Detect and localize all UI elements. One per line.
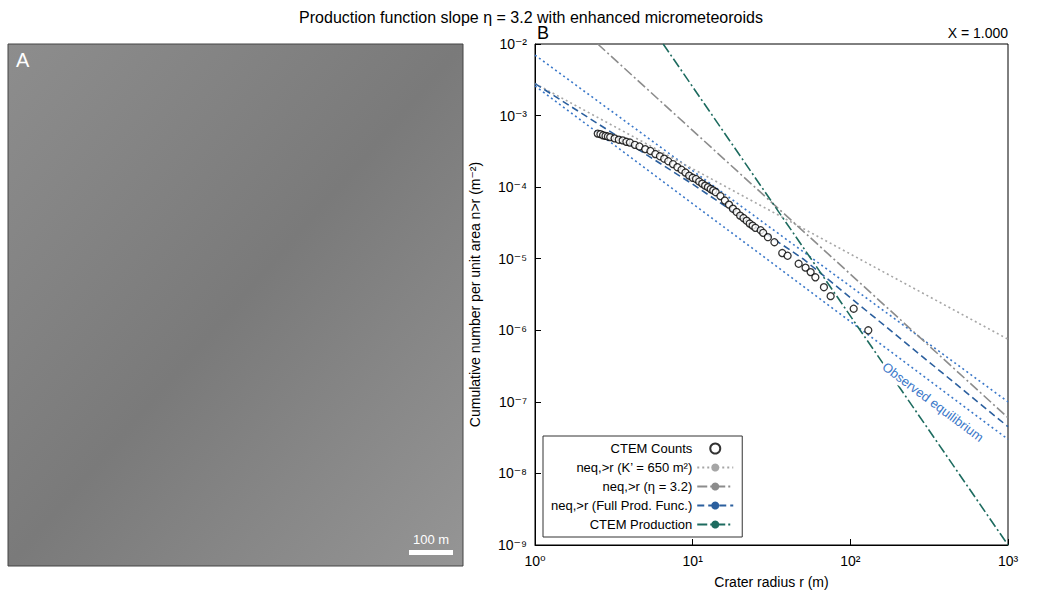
svg-text:10²: 10² [840, 553, 861, 569]
svg-text:10⁻⁶: 10⁻⁶ [498, 322, 527, 338]
svg-text:10¹: 10¹ [683, 553, 704, 569]
svg-text:10⁻²: 10⁻² [499, 36, 527, 52]
svg-text:B: B [537, 23, 549, 43]
svg-text:X = 1.000: X = 1.000 [948, 25, 1009, 41]
svg-text:100 m: 100 m [413, 532, 449, 547]
svg-text:A: A [16, 49, 30, 71]
svg-text:10⁻⁹: 10⁻⁹ [498, 537, 527, 553]
svg-text:10⁻⁴: 10⁻⁴ [498, 179, 527, 195]
svg-text:10⁻⁵: 10⁻⁵ [498, 251, 527, 267]
svg-text:10⁻⁸: 10⁻⁸ [498, 465, 527, 481]
svg-text:10⁻³: 10⁻³ [499, 108, 527, 124]
svg-text:Production function slope η =: Production function slope η = 3.2 with e… [299, 9, 763, 26]
svg-text:neq,>r (η = 3.2): neq,>r (η = 3.2) [603, 479, 693, 494]
svg-text:10³: 10³ [998, 553, 1019, 569]
svg-text:neq,>r (K’ = 650 m²): neq,>r (K’ = 650 m²) [576, 460, 692, 475]
svg-text:10⁻⁷: 10⁻⁷ [499, 394, 527, 410]
svg-text:Cumulative number per unit are: Cumulative number per unit area n>r (m⁻²… [467, 162, 483, 427]
svg-text:Observed equilibrium: Observed equilibrium [879, 359, 986, 445]
svg-text:CTEM Production: CTEM Production [590, 517, 693, 532]
svg-text:10⁰: 10⁰ [524, 553, 546, 569]
svg-text:Crater radius r (m): Crater radius r (m) [714, 574, 828, 590]
svg-text:neq,>r (Full Prod. Func.): neq,>r (Full Prod. Func.) [551, 498, 692, 513]
svg-text:CTEM Counts: CTEM Counts [611, 441, 693, 456]
